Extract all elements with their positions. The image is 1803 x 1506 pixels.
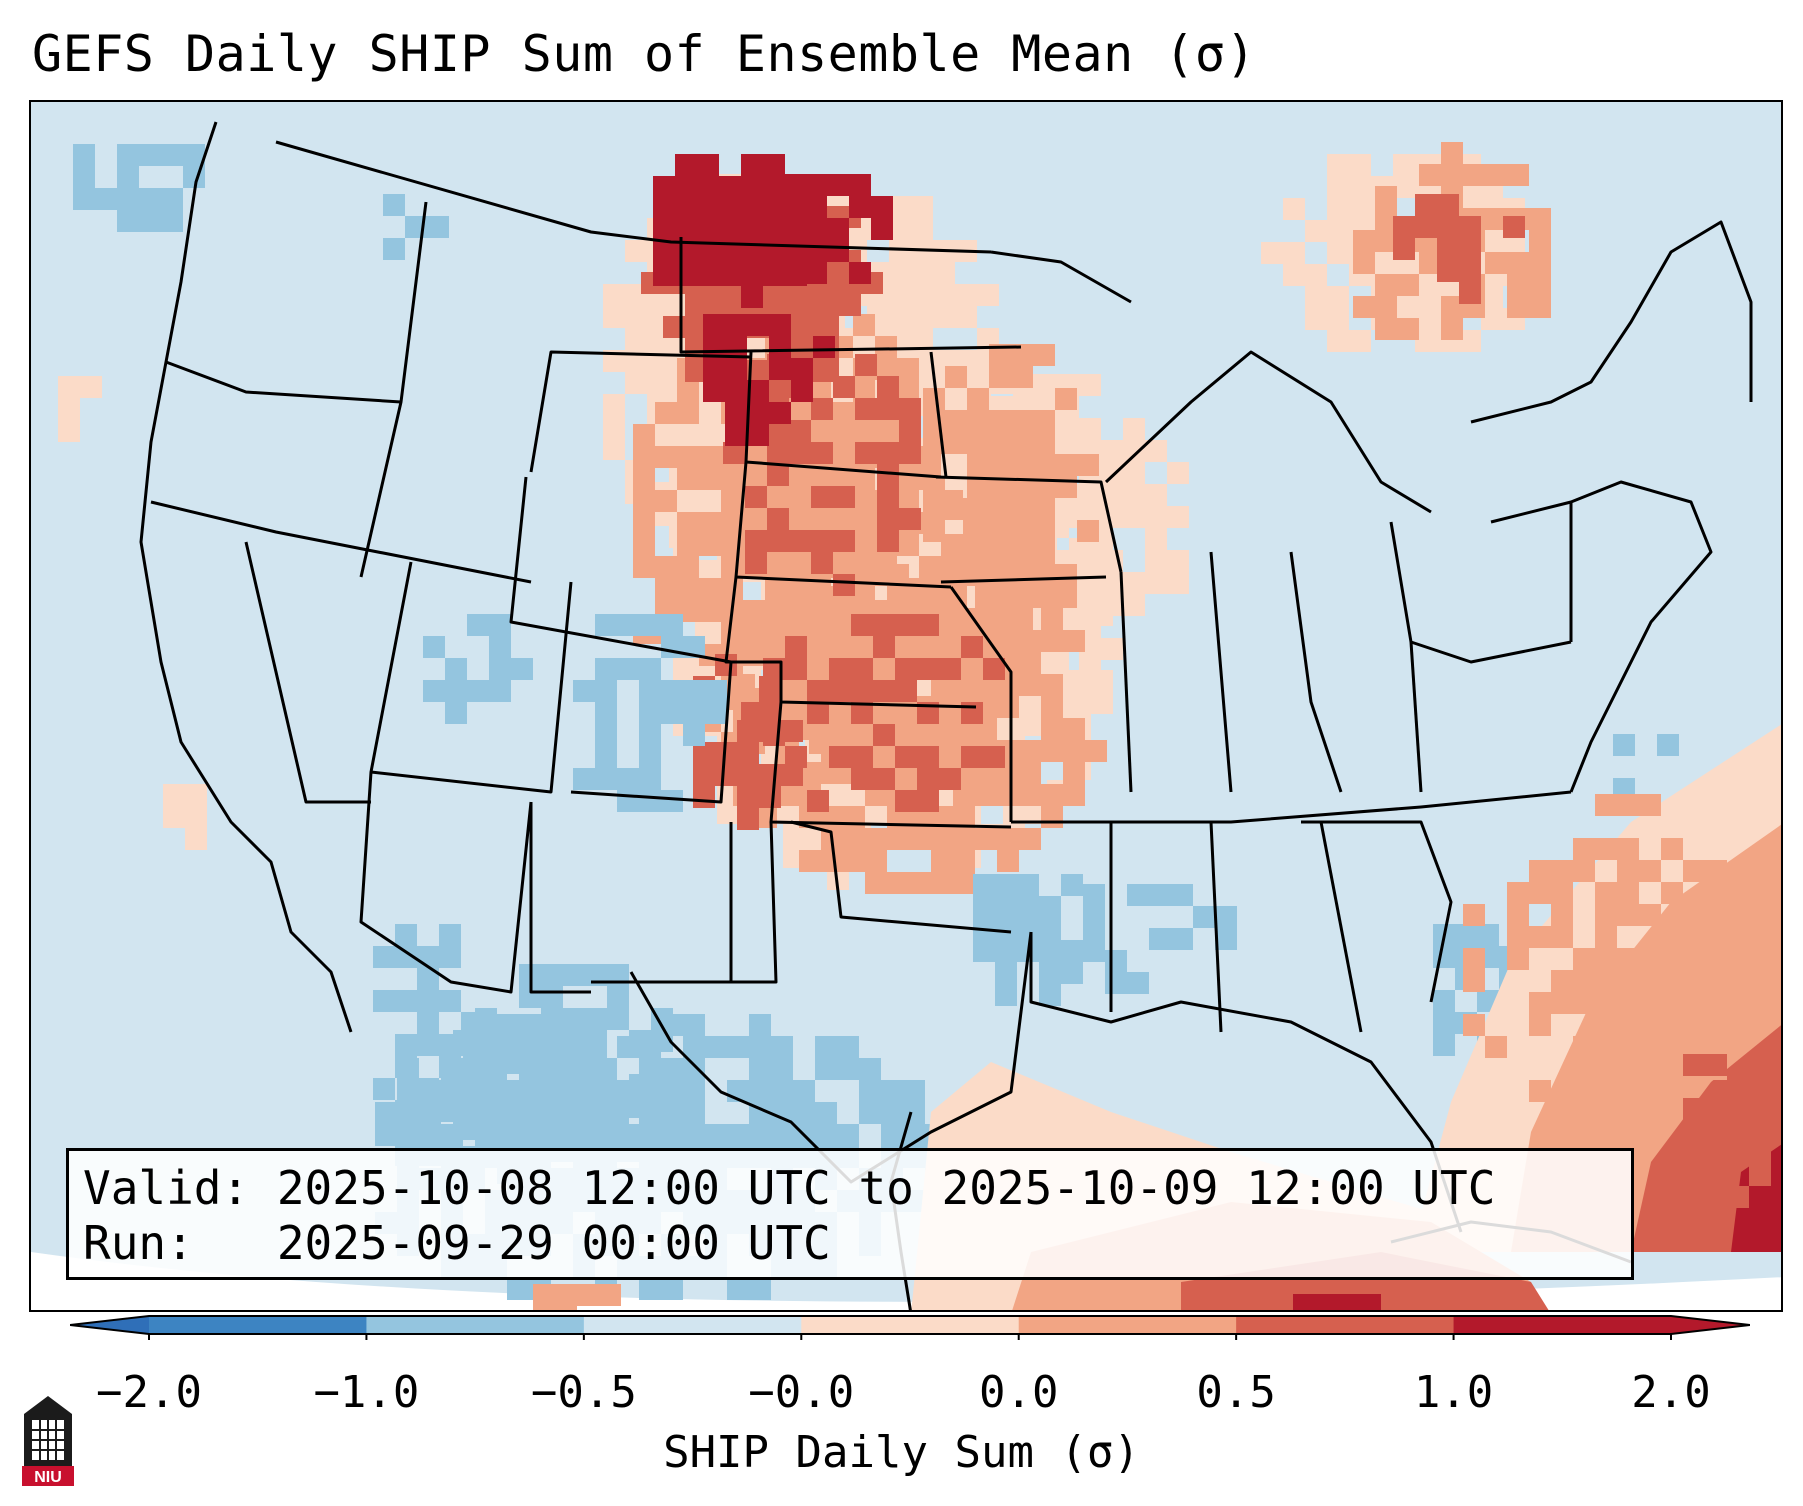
colorbar-label: SHIP Daily Sum (σ) (663, 1427, 1140, 1478)
colorbar-tick-label: 0.5 (1196, 1367, 1276, 1418)
map-panel (29, 100, 1783, 1312)
colorbar-segment (1453, 1316, 1672, 1334)
colorbar-segment (1236, 1316, 1455, 1334)
colorbar-segment (1018, 1316, 1237, 1334)
run-time-line: Run: 2025-09-29 00:00 UTC (83, 1216, 831, 1270)
page-title: GEFS Daily SHIP Sum of Ensemble Mean (σ) (32, 25, 1257, 83)
colorbar-segment (801, 1316, 1020, 1334)
valid-run-info-box: Valid: 2025-10-08 12:00 UTC to 2025-10-0… (66, 1148, 1634, 1280)
colorbar-tick-label: −1.0 (313, 1367, 420, 1418)
logo-text: NIU (34, 1469, 62, 1486)
colorbar-tick-label: 2.0 (1631, 1367, 1711, 1418)
colorbar-tick-label: 1.0 (1413, 1367, 1494, 1418)
colorbar-segment (583, 1316, 802, 1334)
colorbar-over-arrow (1671, 1316, 1750, 1334)
colorbar (70, 1315, 1750, 1340)
colorbar-tick-label: 0.0 (978, 1367, 1059, 1418)
colorbar-tick-label: −2.0 (96, 1367, 202, 1418)
colorbar-segment (149, 1316, 367, 1334)
valid-time-line: Valid: 2025-10-08 12:00 UTC to 2025-10-0… (83, 1161, 1496, 1215)
colorbar-under-arrow (70, 1316, 149, 1334)
colorbar-tick-label: −0.5 (530, 1367, 637, 1418)
ship-field-layer (31, 102, 1781, 1310)
colorbar-tick-label: −0.0 (748, 1367, 855, 1418)
colorbar-segment (366, 1316, 585, 1334)
university-tower-icon: NIU (22, 1396, 74, 1486)
map-canvas (31, 102, 1781, 1310)
